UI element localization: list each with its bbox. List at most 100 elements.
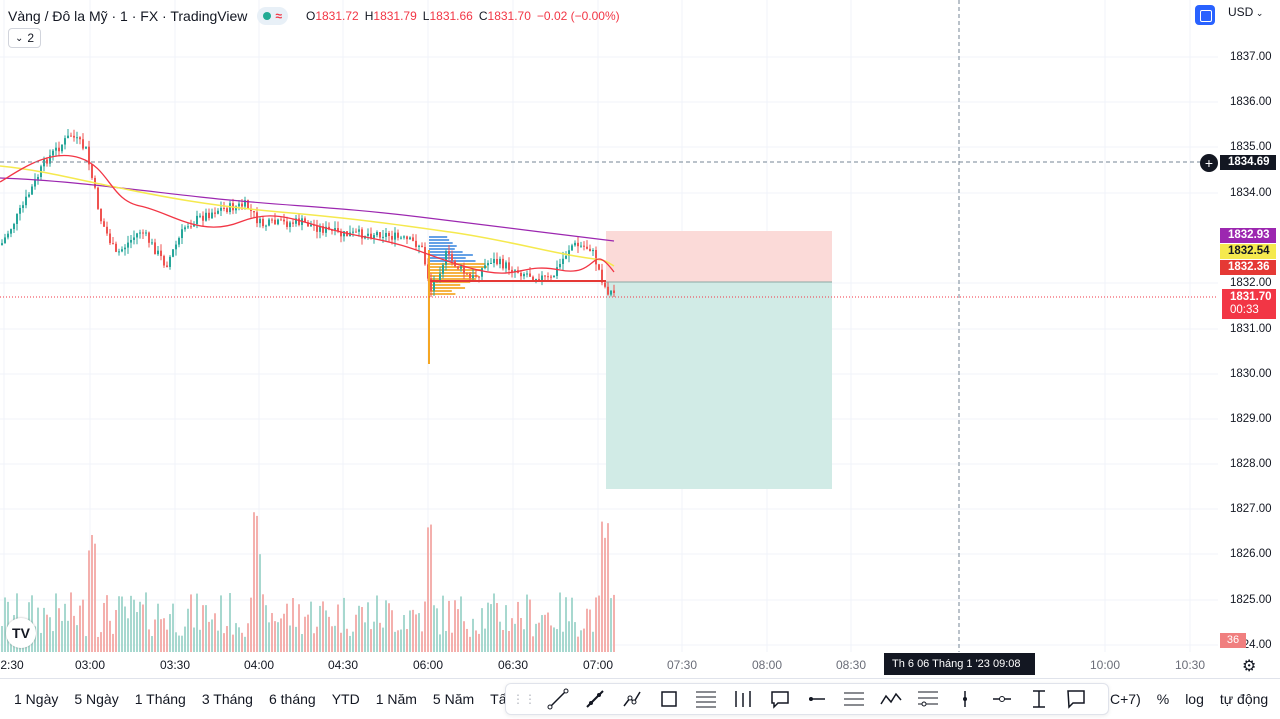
volume-bar	[298, 604, 300, 652]
auto-scale-toggle[interactable]: tự động	[1219, 691, 1269, 707]
time-axis-label: 2:30	[0, 658, 24, 672]
range-button[interactable]: 1 Năm	[375, 691, 417, 707]
candle-body	[205, 212, 207, 221]
vertical-line-icon[interactable]	[950, 687, 980, 711]
volume-bar	[559, 592, 561, 652]
note-icon[interactable]	[1061, 687, 1091, 711]
indicators-toggle[interactable]: ⌄ 2	[8, 28, 42, 48]
market-status-pill[interactable]: ≈	[257, 7, 288, 25]
volume-bar	[331, 626, 333, 652]
volume-bar	[526, 594, 528, 652]
time-axis-label: 07:30	[666, 658, 698, 672]
volume-bar	[418, 613, 420, 652]
tradingview-logo[interactable]: TV	[6, 618, 36, 648]
price-range-icon[interactable]	[1024, 687, 1054, 711]
currency-selector[interactable]: USD ⌄	[1228, 5, 1263, 19]
candle-body	[526, 273, 528, 275]
volume-bar	[574, 622, 576, 652]
candle-body	[208, 212, 210, 219]
candle-body	[466, 273, 468, 275]
time-axis[interactable]: 2:30 03:00 03:30 04:00 04:30 06:00 06:30 07:00 0…	[0, 652, 1218, 678]
volume-profile-row	[429, 254, 473, 256]
volume-bar	[439, 634, 441, 652]
timezone-button[interactable]: C+7)	[1110, 691, 1141, 707]
symbol-legend[interactable]: Vàng / Đô la Mỹ · 1 · FX · TradingView ≈…	[8, 6, 620, 26]
volume-bar	[175, 632, 177, 652]
price-chart[interactable]	[0, 0, 1218, 652]
fib-retracement-icon[interactable]	[691, 687, 721, 711]
log-toggle[interactable]: log	[1185, 691, 1204, 707]
candle-body	[493, 258, 495, 263]
horizontal-ray-icon[interactable]	[802, 687, 832, 711]
fullscreen-icon[interactable]	[1195, 5, 1215, 25]
candle-body	[256, 212, 258, 224]
pattern-icon[interactable]	[876, 687, 906, 711]
range-button[interactable]: 1 Ngày	[14, 691, 59, 707]
candle-body	[28, 194, 30, 197]
volume-bar	[79, 605, 81, 652]
drag-handle-icon[interactable]: ⋮⋮	[512, 692, 536, 706]
candle-body	[358, 229, 360, 232]
bottom-toolbar: 1 Ngày 5 Ngày 1 Tháng 3 Tháng 6 tháng YTD 1 Nă…	[0, 678, 1280, 719]
range-button[interactable]: 5 Năm	[432, 691, 475, 707]
volume-bar	[271, 613, 273, 652]
percent-toggle[interactable]: %	[1156, 691, 1170, 707]
volume-bar	[187, 608, 189, 652]
volume-bar	[532, 636, 534, 652]
crosshair-time-label: Th 6 06 Tháng 1 '23 09:08	[884, 653, 1035, 675]
volume-profile	[429, 236, 487, 295]
volume-bar	[94, 543, 96, 652]
volume-bar	[49, 617, 51, 652]
candle-body	[322, 226, 324, 233]
candle-body	[469, 273, 471, 278]
volume-bar	[100, 632, 102, 652]
candle-body	[97, 187, 99, 209]
candle-body	[379, 232, 381, 238]
current-price-tag: 1831.70 00:33	[1222, 289, 1276, 319]
volume-bar	[412, 609, 414, 652]
range-button[interactable]: 5 Ngày	[74, 691, 119, 707]
volume-profile-row	[429, 239, 450, 241]
horizontal-line-icon[interactable]	[987, 687, 1017, 711]
range-button[interactable]: YTD	[331, 691, 360, 707]
candle-body	[577, 242, 579, 247]
range-button[interactable]: 3 Tháng	[201, 691, 253, 707]
volume-bar	[238, 627, 240, 652]
callout-icon[interactable]	[765, 687, 795, 711]
gear-icon[interactable]: ⚙	[1242, 658, 1257, 675]
range-button[interactable]: 6 tháng	[268, 691, 316, 707]
rectangle-icon[interactable]	[654, 687, 684, 711]
market-open-icon	[263, 12, 272, 20]
trend-line-icon[interactable]	[543, 687, 573, 711]
loss-zone	[606, 231, 832, 282]
volume-bar	[421, 631, 423, 652]
volume-bar	[142, 604, 144, 652]
candle-body	[478, 276, 480, 278]
candle-body	[259, 218, 261, 224]
price-axis[interactable]: 1837.00 1836.00 1835.00 1834.00 1832.00 1831.…	[1218, 40, 1280, 652]
pitchfork-icon[interactable]	[728, 687, 758, 711]
candle-body	[433, 281, 435, 291]
range-button[interactable]: 1 Tháng	[134, 691, 186, 707]
volume-profile-row	[429, 269, 482, 271]
path-icon[interactable]	[617, 687, 647, 711]
candle-body	[286, 221, 288, 227]
volume-bar	[337, 604, 339, 652]
volume-profile-row	[429, 278, 477, 280]
currency-label: USD	[1228, 5, 1254, 19]
candle-body	[325, 226, 327, 233]
parallel-channel-icon[interactable]	[839, 687, 869, 711]
candle-body	[298, 218, 300, 225]
yellow-ma-tag: 1832.54	[1220, 244, 1276, 259]
volume-bar	[508, 630, 510, 652]
volume-bar	[124, 606, 126, 652]
ray-icon[interactable]	[580, 687, 610, 711]
volume-bar	[193, 627, 195, 652]
symbol-title[interactable]: Vàng / Đô la Mỹ · 1 · FX · TradingView	[8, 8, 248, 24]
candle-body	[91, 164, 93, 178]
volume-bar	[550, 625, 552, 652]
fib-channel-icon[interactable]	[913, 687, 943, 711]
add-alert-icon[interactable]: +	[1200, 154, 1218, 172]
volume-bar	[166, 629, 168, 652]
volume-bar	[112, 633, 114, 652]
